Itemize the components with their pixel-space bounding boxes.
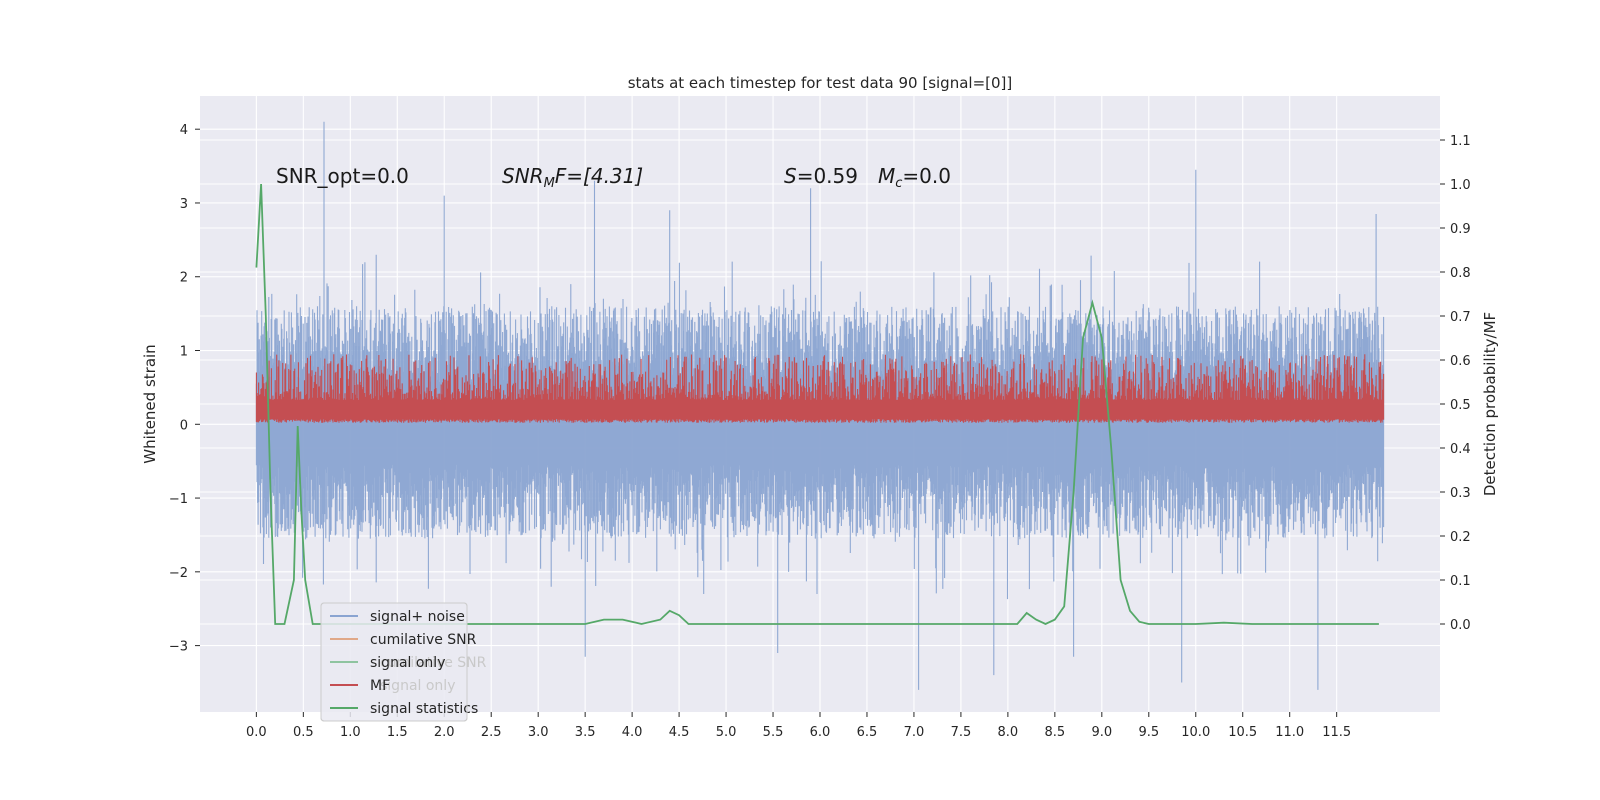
annotation-mc-value: =0.0: [902, 164, 951, 188]
series-signal-statistics: [255, 183, 1379, 625]
x-tick-label: 7.0: [904, 725, 925, 740]
x-axis-ticks: 0.0 0.5 1.0 1.5 2.0 2.5 3.0 3.5 4.0 4.5 5.0 5.5 6.0 6…: [246, 712, 1351, 740]
x-tick-label: 9.5: [1138, 725, 1159, 740]
x-tick-label: 10.5: [1228, 725, 1257, 740]
x-tick-label: 8.0: [998, 725, 1019, 740]
x-tick-label: 8.5: [1045, 725, 1066, 740]
annotation-snr-mf-subscript: M: [544, 176, 555, 191]
x-tick-label: 2.0: [434, 725, 455, 740]
annotation-mc: Mc=0.0: [878, 164, 951, 191]
x-tick-label: 0.0: [246, 725, 267, 740]
annotation-s: S=0.59: [784, 164, 858, 188]
x-tick-label: 6.0: [810, 725, 831, 740]
y2-axis-ticks: 1.1 1.0 0.9 0.8 0.7 0.6 0.5 0.4 0.3 0.2 0.1 0.0: [1440, 134, 1471, 633]
y-tick-label: 3: [180, 197, 188, 212]
x-tick-label: 4.5: [669, 725, 690, 740]
x-tick-label: 3.0: [528, 725, 549, 740]
chart-title: stats at each timestep for test data 90 …: [628, 74, 1013, 92]
y2-axis-label: Detection probability/MF: [1481, 312, 1499, 496]
x-tick-label: 5.0: [716, 725, 737, 740]
y-tick-label: −3: [169, 640, 188, 655]
x-tick-label: 5.5: [763, 725, 784, 740]
y-tick-label: 1: [180, 345, 188, 360]
annotation-snr-opt: SNR_opt=0.0: [276, 164, 409, 188]
y-axis-ticks: 4 3 2 1 0 −1 −2 −3: [169, 123, 200, 655]
x-tick-label: 9.0: [1091, 725, 1112, 740]
x-tick-label: 6.5: [857, 725, 878, 740]
y2-tick-label: 0.8: [1450, 266, 1471, 281]
y2-tick-label: 0.7: [1450, 310, 1471, 325]
legend-label: signal statistics: [370, 701, 478, 717]
series-mf: [255, 354, 1385, 423]
y2-tick-label: 0.3: [1450, 486, 1471, 501]
x-tick-label: 1.0: [340, 725, 361, 740]
annotation-mc-subscript: c: [895, 176, 902, 191]
y2-tick-label: 0.0: [1450, 618, 1471, 633]
annotation-snr-mf: SNRMF=[4.31]: [502, 164, 643, 191]
legend-label: cumilative SNR: [370, 632, 477, 648]
x-tick-label: 0.5: [293, 725, 314, 740]
y2-tick-label: 0.9: [1450, 222, 1471, 237]
y-tick-label: 2: [180, 271, 188, 286]
annotation-snr-mf-symbol: SNR: [502, 164, 544, 188]
annotation-snr-mf-value: F=[4.31]: [555, 164, 643, 188]
annotation-mc-symbol: M: [878, 164, 895, 188]
y-tick-label: −2: [169, 566, 188, 581]
legend-label: signal only: [370, 655, 445, 671]
legend-ghost-label-1: cumilative SNR: [380, 655, 487, 671]
legend-label: signal+ noise: [370, 609, 465, 625]
legend-ghost-label-2: signal only: [380, 678, 455, 694]
x-tick-label: 11.0: [1275, 725, 1304, 740]
legend-box-overlay-edge: [320, 602, 468, 722]
y-axis-label: Whitened strain: [141, 344, 159, 463]
annotations: SNR_opt=0.0 SNRMF=[4.31] S=0.59 Mc=0.0: [276, 164, 951, 191]
y2-tick-label: 0.2: [1450, 530, 1471, 545]
y2-tick-label: 0.1: [1450, 574, 1471, 589]
x-tick-label: 11.5: [1322, 725, 1351, 740]
x-tick-label: 4.0: [622, 725, 643, 740]
legend-label: MF: [370, 678, 390, 694]
x-tick-label: 3.5: [575, 725, 596, 740]
x-tick-label: 2.5: [481, 725, 502, 740]
annotation-s-symbol: S: [784, 164, 797, 188]
x-tick-label: 7.5: [951, 725, 972, 740]
y2-tick-label: 0.4: [1450, 442, 1471, 457]
y2-tick-label: 1.1: [1450, 134, 1471, 149]
x-tick-label: 10.0: [1181, 725, 1210, 740]
legend: cumilative SNR signal only signal+ noise…: [320, 602, 487, 722]
y-tick-label: −1: [169, 492, 188, 507]
y2-tick-label: 1.0: [1450, 178, 1471, 193]
y2-tick-label: 0.5: [1450, 398, 1471, 413]
y-tick-label: 0: [180, 418, 188, 433]
x-tick-label: 1.5: [387, 725, 408, 740]
y2-tick-label: 0.6: [1450, 354, 1471, 369]
annotation-s-value: =0.59: [797, 164, 858, 188]
y-tick-label: 4: [180, 123, 188, 138]
data-layer: [255, 121, 1385, 690]
